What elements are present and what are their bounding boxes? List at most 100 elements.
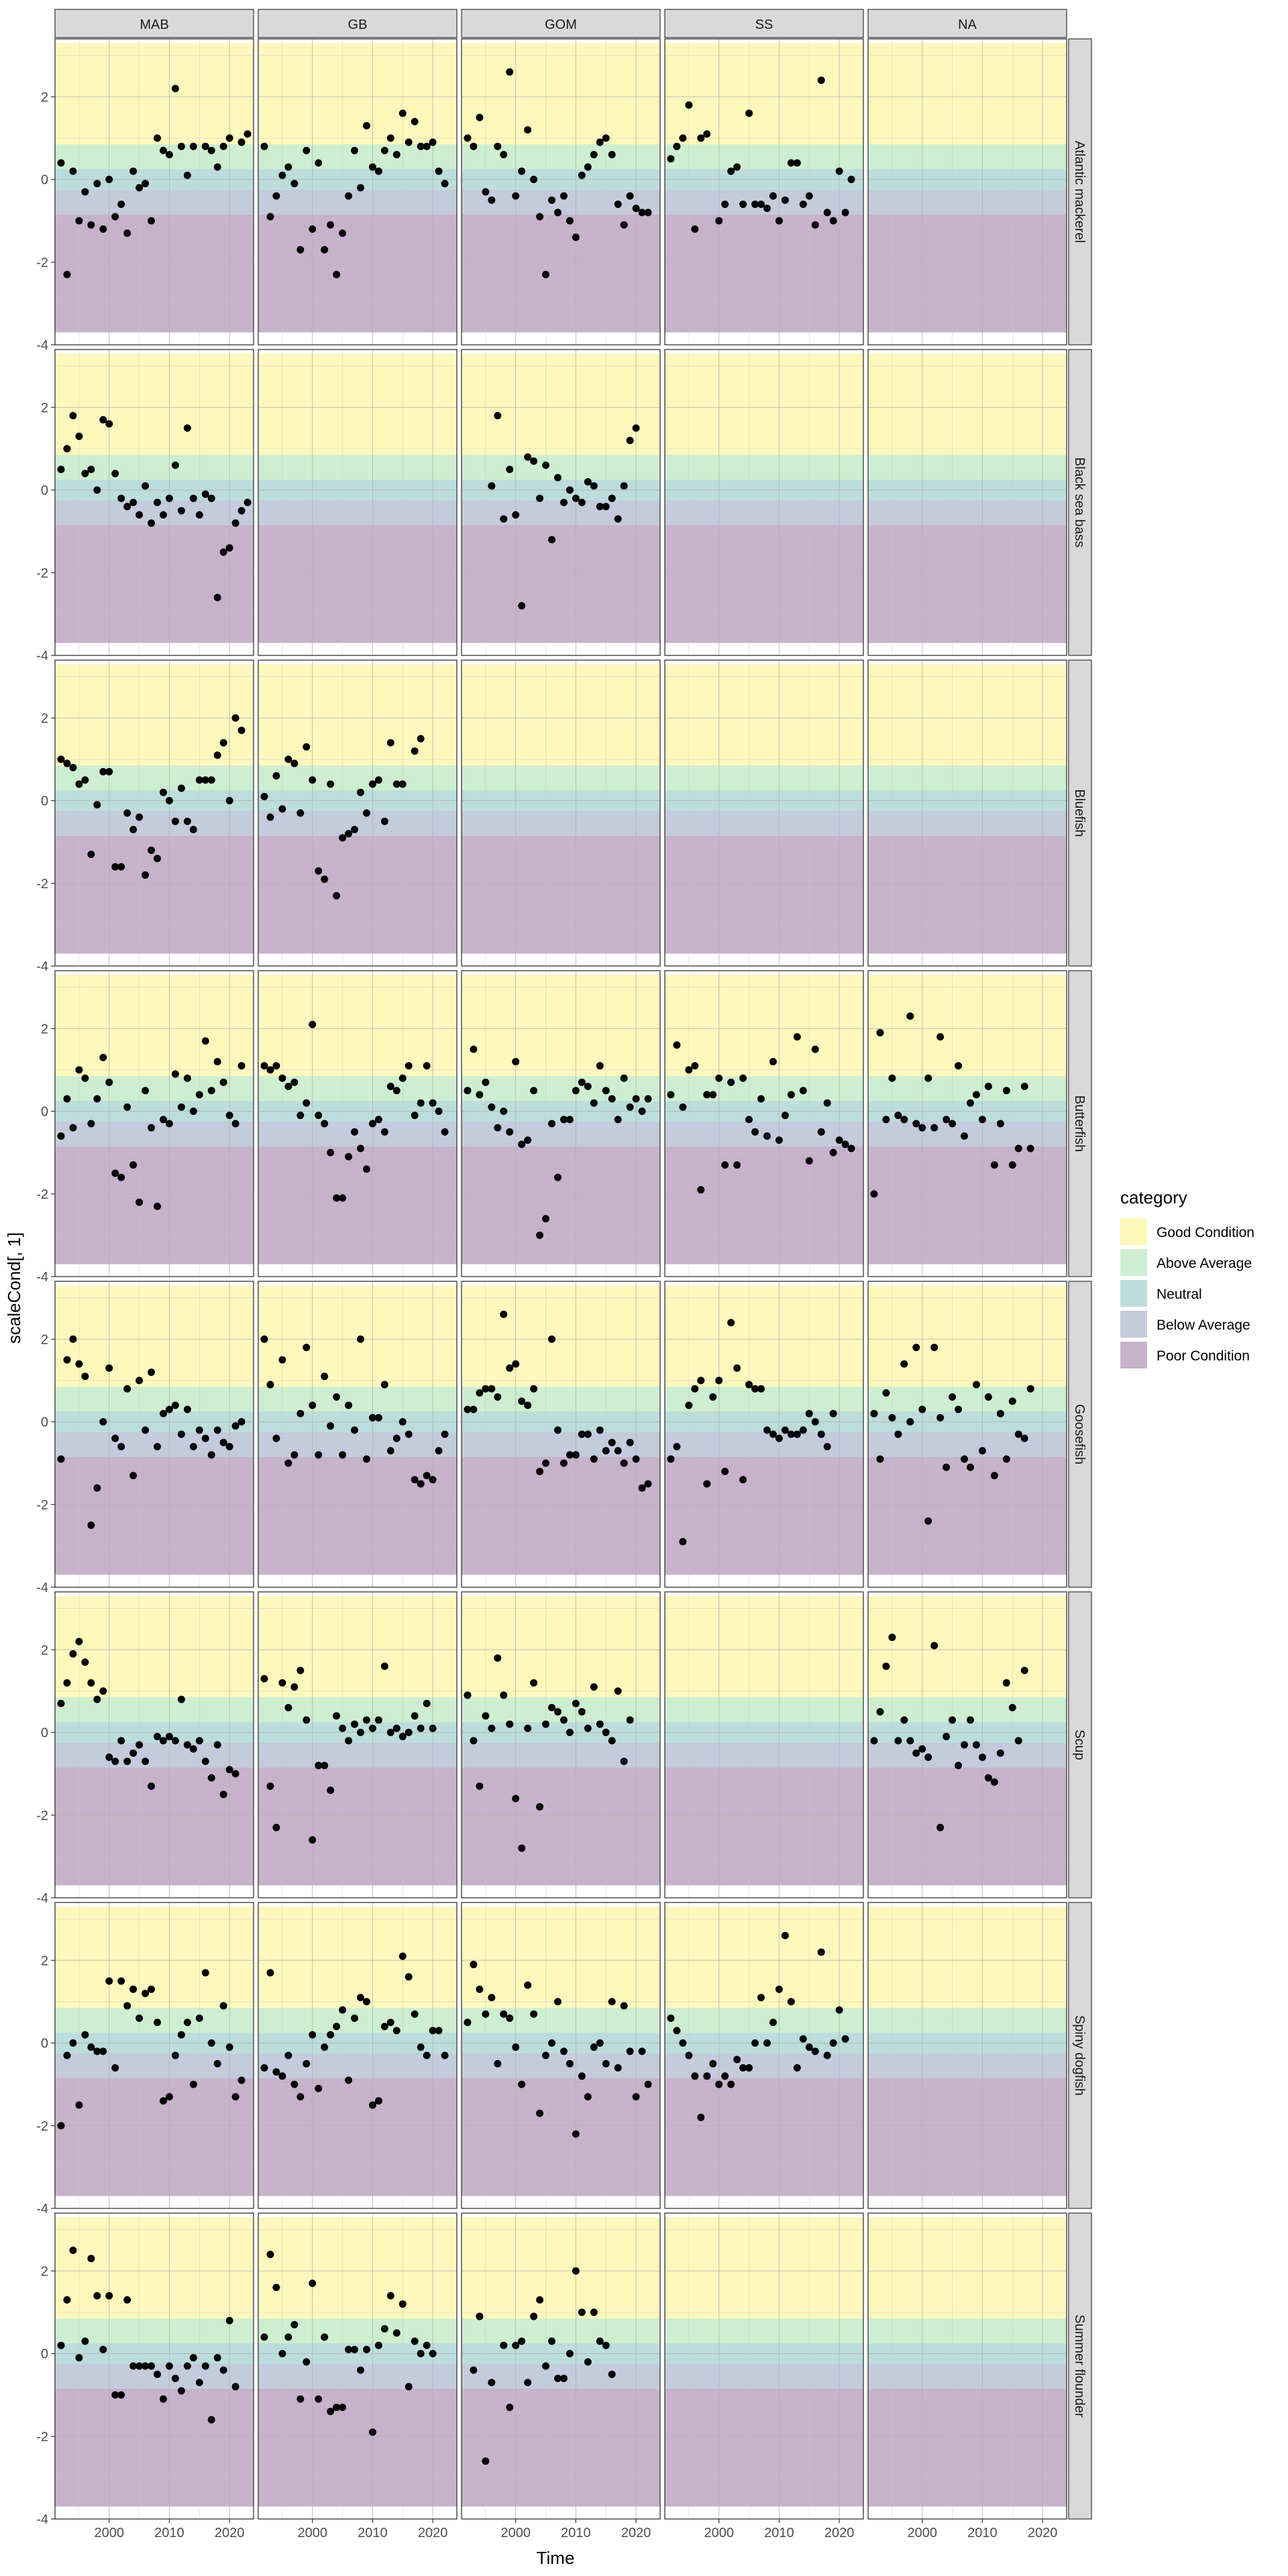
data-point	[966, 1716, 974, 1724]
band-good-condition	[258, 1285, 457, 1387]
data-point	[278, 805, 286, 813]
data-point	[368, 1413, 376, 1421]
data-point	[936, 1033, 945, 1041]
data-point	[500, 1310, 508, 1318]
data-point	[260, 1062, 268, 1070]
data-point	[201, 142, 209, 150]
panel-border	[867, 38, 1067, 345]
data-point	[781, 1112, 789, 1120]
panel-border	[867, 1281, 1067, 1588]
data-point	[578, 2308, 586, 2316]
data-point	[368, 1120, 376, 1128]
data-point	[153, 2370, 161, 2378]
band-above-average	[665, 2008, 863, 2033]
data-point	[189, 142, 197, 150]
strip-row-summer-flounder: Summer flounder	[1068, 2212, 1092, 2520]
data-point	[602, 134, 610, 142]
panel-border	[461, 1902, 661, 2209]
data-point	[470, 1737, 478, 1745]
band-poor-condition	[868, 2388, 1067, 2507]
band-below-average	[868, 810, 1067, 836]
panel-border	[54, 1281, 254, 1588]
data-point	[673, 1041, 681, 1049]
data-point	[309, 776, 317, 784]
data-point	[392, 780, 400, 788]
data-point	[464, 1691, 472, 1699]
data-point	[584, 1083, 592, 1091]
data-point	[392, 151, 400, 159]
band-poor-condition	[462, 2388, 660, 2507]
data-point	[900, 1716, 908, 1724]
panel-background	[868, 660, 1067, 966]
data-point	[817, 1430, 825, 1438]
data-point	[266, 213, 274, 221]
panel-goosefish-na	[867, 1281, 1067, 1588]
panel-summer-flounder-ss	[664, 2212, 864, 2520]
band-above-average	[665, 1697, 863, 1723]
data-point	[75, 217, 83, 225]
data-point	[626, 1103, 634, 1111]
data-point	[417, 142, 425, 150]
data-point	[620, 2002, 628, 2010]
data-point	[829, 217, 837, 225]
strip-row-label: Black sea bass	[1072, 458, 1087, 548]
data-point	[518, 2080, 526, 2088]
strip-row-label: Atlantic mackerel	[1072, 141, 1087, 243]
data-point	[978, 1447, 986, 1455]
data-point	[177, 142, 185, 150]
data-point	[171, 85, 179, 93]
y-tick-label: -4	[36, 2512, 48, 2527]
data-point	[148, 217, 156, 225]
data-point	[423, 2341, 431, 2349]
data-point	[506, 2015, 514, 2023]
panel-background	[462, 1592, 660, 1898]
data-point	[386, 134, 394, 142]
data-point	[435, 167, 443, 175]
strip-row-bluefish: Bluefish	[1068, 659, 1092, 967]
data-point	[321, 2043, 329, 2051]
data-point	[386, 1083, 394, 1091]
data-point	[153, 1733, 161, 1741]
data-point	[57, 1699, 65, 1707]
band-above-average	[258, 765, 457, 791]
data-point	[691, 1062, 699, 1070]
strip-row-goosefish: Goosefish	[1068, 1281, 1092, 1588]
data-point	[488, 1103, 496, 1111]
panel-background	[55, 660, 254, 966]
data-point	[506, 1720, 514, 1728]
x-tick-label: 2000	[907, 2526, 937, 2540]
band-good-condition	[258, 1596, 457, 1698]
panel-spiny-dogfish-gb	[258, 1902, 458, 2209]
data-point	[405, 1062, 413, 1070]
data-point	[572, 494, 580, 502]
panel-black-sea-bass-mab	[54, 349, 254, 656]
data-point	[183, 1074, 191, 1082]
strip-col-label: SS	[755, 17, 773, 32]
band-good-condition	[55, 2217, 254, 2319]
y-tick-label: 0	[41, 484, 48, 498]
data-point	[417, 1099, 425, 1107]
data-point	[566, 2059, 574, 2068]
x-tick-label: 2020	[215, 2526, 245, 2540]
data-point	[362, 1165, 370, 1173]
y-tick-label: 2	[41, 1332, 48, 1347]
data-point	[602, 1729, 610, 1737]
data-point	[488, 1385, 496, 1393]
data-point	[470, 1045, 478, 1053]
data-point	[225, 544, 233, 552]
band-poor-condition	[462, 1767, 660, 1886]
y-tick-label: 0	[41, 2037, 48, 2051]
data-point	[362, 1455, 370, 1463]
data-point	[614, 515, 622, 523]
data-point	[351, 1720, 359, 1728]
data-point	[721, 1467, 729, 1475]
panel-background	[868, 971, 1067, 1277]
data-point	[614, 200, 622, 208]
band-below-average	[462, 1742, 660, 1768]
data-point	[333, 2023, 341, 2031]
data-point	[117, 2391, 125, 2399]
data-point	[1008, 1397, 1016, 1405]
data-point	[362, 1716, 370, 1724]
data-point	[608, 1438, 616, 1446]
data-point	[644, 2080, 652, 2088]
